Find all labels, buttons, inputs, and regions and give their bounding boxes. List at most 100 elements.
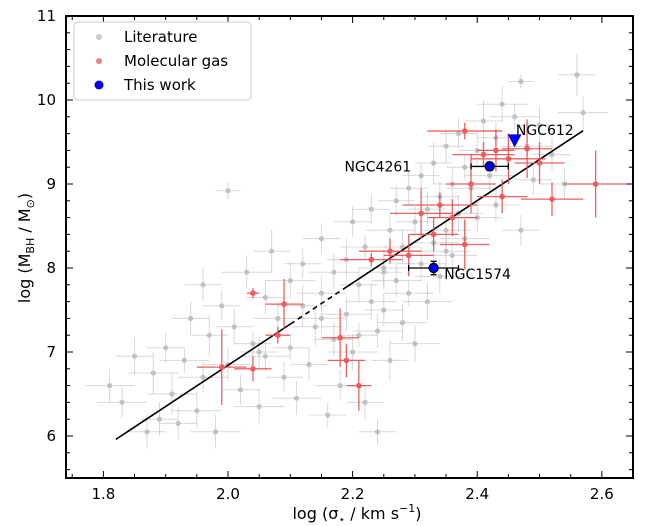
literature-marker: [318, 236, 325, 242]
literature-marker: [512, 114, 518, 120]
molecular-gas-point: [321, 308, 359, 368]
y-axis-label: log (MBH / M⊙): [15, 193, 37, 303]
literature-marker: [418, 173, 424, 179]
literature-point: [147, 373, 197, 415]
literature-marker: [275, 315, 281, 321]
literature-marker: [194, 408, 200, 414]
literature-marker: [169, 391, 175, 397]
molecular-gas-marker: [343, 357, 350, 364]
literature-point: [414, 259, 465, 294]
molecular-gas-point: [477, 179, 528, 214]
literature-marker: [325, 412, 331, 418]
literature-marker: [350, 219, 356, 225]
molecular-gas-point: [265, 326, 291, 344]
literature-point: [271, 381, 322, 415]
literature-marker: [424, 206, 430, 212]
y-tick-label: 9: [46, 175, 56, 193]
literature-marker: [549, 152, 555, 158]
fit-line-solid: [345, 129, 584, 288]
literature-marker: [156, 416, 163, 422]
molecular-gas-marker: [430, 231, 437, 238]
literature-point: [340, 234, 390, 260]
literature-point: [340, 322, 378, 348]
literature-point: [327, 333, 378, 371]
literature-marker: [518, 227, 524, 233]
literature-point: [178, 362, 228, 393]
literature-marker: [518, 78, 524, 85]
literature-marker: [368, 299, 374, 305]
literature-marker: [225, 188, 231, 194]
literature-point: [159, 347, 210, 373]
y-tick-label: 10: [37, 91, 56, 109]
literature-point: [97, 387, 147, 418]
literature-point: [346, 283, 397, 321]
legend-entry-this-work: This work: [94, 76, 196, 94]
literature-point: [514, 106, 565, 144]
literature-point: [371, 339, 409, 382]
molecular-gas-series: [196, 119, 627, 411]
y-tick-label: 8: [46, 259, 56, 277]
literature-point: [171, 301, 210, 336]
literature-marker: [293, 395, 300, 401]
literature-point: [514, 164, 552, 195]
molecular-gas-point: [439, 219, 490, 270]
literature-marker: [424, 299, 430, 305]
legend-marker-literature: [96, 34, 102, 40]
fit-line-solid: [115, 323, 291, 441]
literature-marker: [343, 311, 349, 317]
literature-point: [302, 223, 341, 254]
molecular-gas-point: [514, 142, 565, 184]
literature-marker: [337, 383, 343, 389]
legend-entry-molecular-gas: Molecular gas: [96, 52, 228, 70]
literature-marker: [200, 282, 206, 288]
literature-marker: [237, 387, 244, 393]
x-tick-label: 2.2: [341, 485, 365, 503]
literature-point: [383, 280, 434, 306]
literature-marker: [150, 370, 156, 376]
legend: Literature Molecular gas This work: [73, 21, 252, 101]
literature-point: [402, 283, 453, 321]
literature-marker: [362, 399, 368, 405]
literature-marker: [256, 349, 262, 355]
molecular-gas-point: [471, 133, 546, 184]
molecular-gas-marker: [437, 202, 443, 208]
literature-series: [84, 53, 609, 449]
molecular-gas-marker: [549, 196, 555, 202]
literature-marker: [412, 341, 418, 347]
literature-point: [265, 262, 316, 300]
molecular-gas-point: [502, 119, 552, 179]
literature-marker: [443, 248, 449, 254]
literature-point: [502, 215, 540, 246]
literature-point: [309, 402, 347, 428]
literature-marker: [381, 269, 387, 275]
literature-point: [184, 268, 222, 302]
literature-point: [340, 268, 378, 302]
x-tick-label: 2.0: [216, 485, 240, 503]
molecular-gas-marker: [281, 301, 287, 307]
legend-label-molecular-gas: Molecular gas: [124, 52, 228, 70]
molecular-gas-marker: [275, 332, 281, 339]
literature-point: [84, 368, 135, 403]
molecular-gas-marker: [387, 248, 393, 254]
literature-point: [159, 406, 197, 441]
molecular-gas-marker: [368, 256, 375, 263]
literature-point: [377, 304, 428, 342]
molecular-gas-marker: [337, 334, 343, 341]
literature-point: [365, 293, 403, 327]
literature-marker: [287, 278, 293, 284]
literature-marker: [574, 72, 580, 78]
literature-marker: [262, 353, 268, 359]
literature-marker: [406, 290, 412, 296]
molecular-gas-marker: [499, 193, 505, 200]
molecular-gas-marker: [461, 241, 468, 248]
literature-point: [464, 100, 503, 142]
annotation-label: NGC4261: [344, 159, 411, 175]
literature-marker: [131, 353, 138, 359]
literature-point: [271, 335, 309, 361]
literature-marker: [499, 101, 505, 107]
this-work-marker: [484, 161, 495, 172]
literature-marker: [206, 332, 212, 338]
molecular-gas-point: [427, 122, 503, 140]
literature-marker: [318, 315, 325, 321]
literature-point: [147, 332, 185, 363]
